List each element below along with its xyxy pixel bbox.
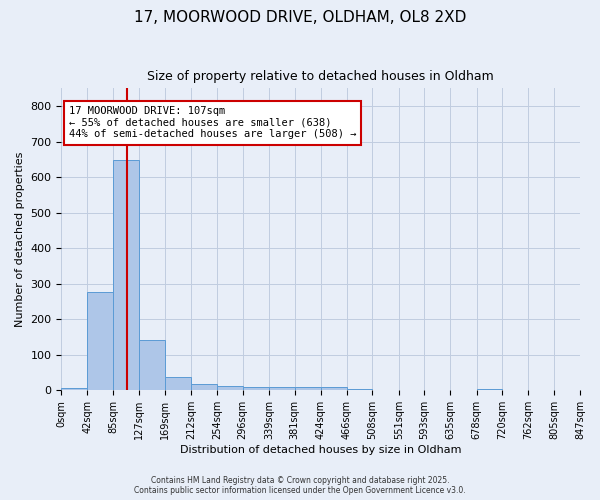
Bar bbox=[295, 387, 321, 390]
Bar bbox=[113, 160, 139, 390]
Bar bbox=[217, 386, 242, 390]
Bar bbox=[61, 388, 87, 390]
Bar bbox=[347, 388, 373, 390]
Bar bbox=[165, 377, 191, 390]
Title: Size of property relative to detached houses in Oldham: Size of property relative to detached ho… bbox=[148, 70, 494, 83]
Bar bbox=[139, 340, 165, 390]
Text: 17, MOORWOOD DRIVE, OLDHAM, OL8 2XD: 17, MOORWOOD DRIVE, OLDHAM, OL8 2XD bbox=[134, 10, 466, 25]
Y-axis label: Number of detached properties: Number of detached properties bbox=[15, 152, 25, 327]
Bar bbox=[321, 387, 347, 390]
Bar bbox=[242, 387, 269, 390]
Bar bbox=[269, 387, 295, 390]
Text: 17 MOORWOOD DRIVE: 107sqm
← 55% of detached houses are smaller (638)
44% of semi: 17 MOORWOOD DRIVE: 107sqm ← 55% of detac… bbox=[69, 106, 356, 140]
Bar bbox=[191, 384, 217, 390]
X-axis label: Distribution of detached houses by size in Oldham: Distribution of detached houses by size … bbox=[180, 445, 461, 455]
Text: Contains HM Land Registry data © Crown copyright and database right 2025.
Contai: Contains HM Land Registry data © Crown c… bbox=[134, 476, 466, 495]
Bar bbox=[87, 292, 113, 390]
Bar bbox=[476, 388, 502, 390]
